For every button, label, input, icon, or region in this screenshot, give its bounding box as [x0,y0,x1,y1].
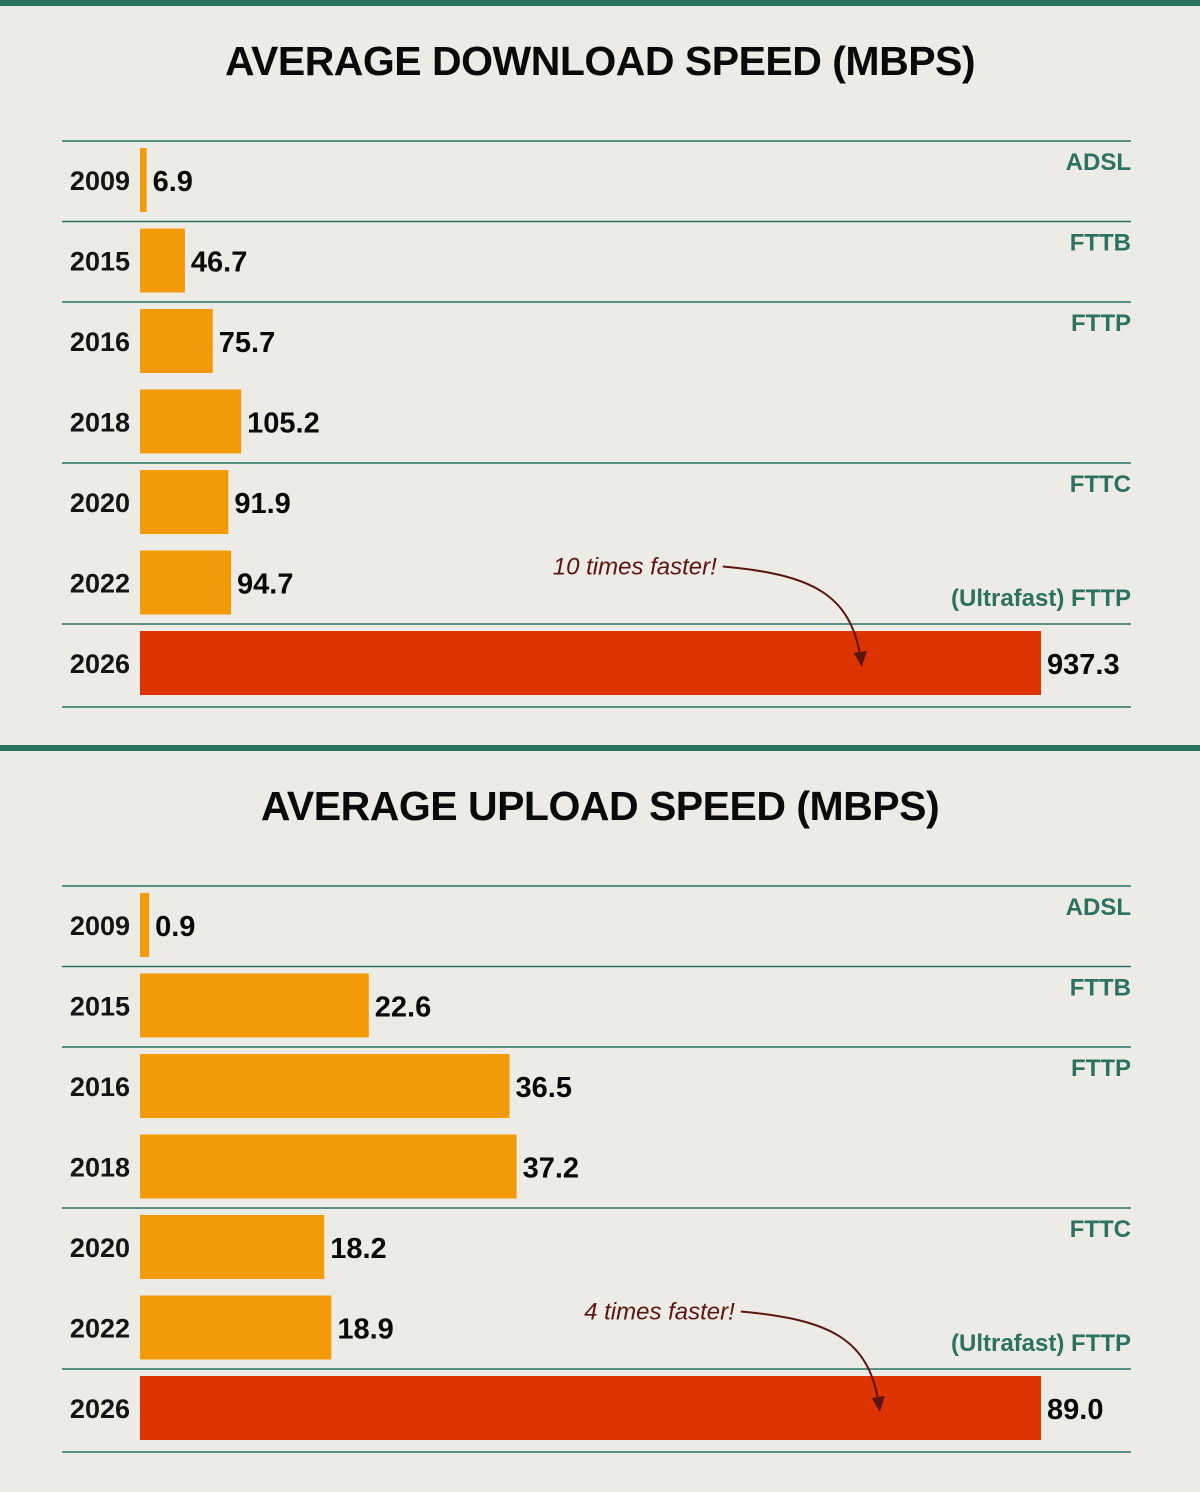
year-label: 2018 [70,408,130,438]
value-label: 91.9 [234,488,290,520]
year-label: 2009 [70,166,130,196]
bar-2022 [140,1295,332,1360]
value-label: 105.2 [247,408,320,440]
annotation-arrowhead [871,1396,885,1412]
technology-label: FTTP [1071,1055,1131,1082]
technology-label: ADSL [1066,894,1131,921]
year-label: 2016 [70,1072,130,1102]
value-label: 22.6 [375,992,431,1024]
value-label: 37.2 [523,1153,579,1185]
technology-label: FTTB [1070,230,1131,257]
annotation-arrow [722,565,862,660]
download-speed-chart: 2009 6.9 2015 46.7 2016 75.7 2018 105.2 2020 91.9… [62,140,1131,708]
bar-2020 [140,470,229,534]
bar-2022 [140,550,232,615]
annotation-text: 10 times faster! [553,554,717,581]
year-label: 2020 [70,488,130,518]
panel-top-rule [0,0,1200,6]
technology-label: (Ultrafast) FTTP [951,1330,1131,1357]
technology-label: FTTB [1070,975,1131,1002]
chart-title: AVERAGE UPLOAD SPEED (MBPS) [260,783,940,829]
bar-2018 [140,1134,517,1199]
year-label: 2018 [70,1153,130,1183]
technology-label: (Ultrafast) FTTP [951,585,1131,612]
value-label: 36.5 [516,1072,572,1104]
value-label: 937.3 [1047,649,1120,681]
annotation-arrowhead [853,651,867,667]
technology-label: ADSL [1066,149,1131,176]
bar-2016 [140,309,213,373]
technology-label: FTTC [1070,471,1131,498]
technology-label: FTTC [1070,1216,1131,1243]
year-label: 2016 [70,327,130,357]
value-label: 89.0 [1047,1394,1103,1426]
bar-2020 [140,1215,325,1279]
bar-2026 [140,631,1041,695]
chart-title: AVERAGE DOWNLOAD SPEED (MBPS) [224,38,976,84]
value-label: 75.7 [219,327,275,359]
year-label: 2022 [70,569,130,599]
value-label: 46.7 [191,247,247,279]
bar-2026 [140,1376,1041,1440]
year-label: 2015 [70,992,130,1022]
bar-2018 [140,389,242,454]
bar-2016 [140,1054,510,1118]
year-label: 2015 [70,247,130,277]
panel-top-rule [0,745,1200,751]
bar-2009 [140,148,147,212]
year-label: 2020 [70,1233,130,1263]
value-label: 18.2 [330,1233,386,1265]
year-label: 2022 [70,1314,130,1344]
year-label: 2026 [70,1394,130,1424]
value-label: 18.9 [337,1314,393,1346]
year-label: 2026 [70,649,130,679]
value-label: 94.7 [237,569,293,601]
annotation-text: 4 times faster! [584,1299,735,1326]
download-speed-panel: AVERAGE DOWNLOAD SPEED (MBPS) 2009 6.9 201… [0,0,1200,745]
bar-2009 [140,893,150,957]
year-label: 2009 [70,911,130,941]
annotation-arrow [740,1310,880,1405]
bar-2015 [140,228,185,293]
technology-label: FTTP [1071,310,1131,337]
value-label: 0.9 [155,911,195,943]
upload-speed-chart: 2009 0.9 2015 22.6 2016 36.5 2018 37.2 2020 18.2 2… [62,885,1131,1453]
upload-speed-panel: AVERAGE UPLOAD SPEED (MBPS) 2009 0.9 2015 2… [0,745,1200,1492]
bar-2015 [140,973,369,1038]
value-label: 6.9 [153,166,193,198]
